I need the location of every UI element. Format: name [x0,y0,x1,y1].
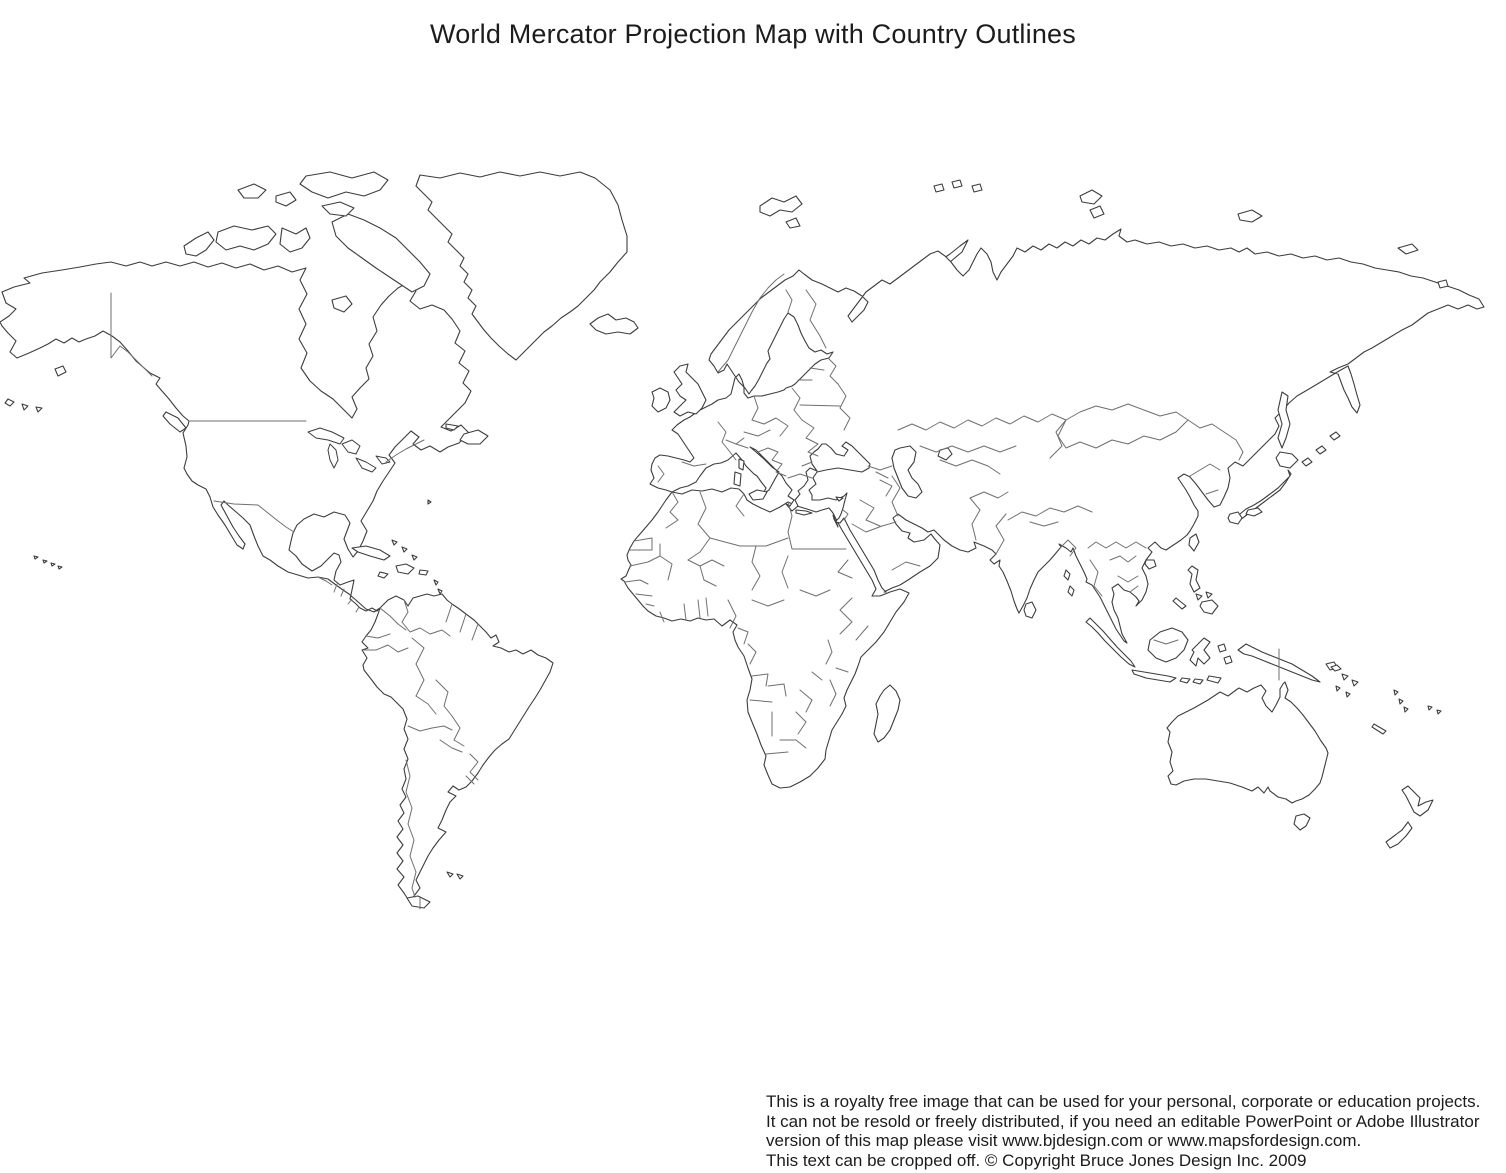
hawaii-islands [33,555,63,570]
indonesia-islands [1085,617,1359,687]
copyright-notice: This is a royalty free image that can be… [766,1092,1502,1170]
philippines [1172,565,1219,615]
pacific-islands [1330,279,1449,735]
copyright-line-2: It can not be resold or freely distribut… [766,1111,1480,1131]
south-america-outline [361,593,554,909]
page-title: World Mercator Projection Map with Count… [430,19,1076,50]
south-asia-islands [1023,569,1075,619]
north-america-outline [0,261,472,613]
greenland-outline [415,171,628,361]
copyright-line-3: version of this map please visit www.bjd… [766,1131,1362,1150]
madagascar-outline [873,684,901,743]
british-isles [651,363,707,417]
north-america-islands [162,411,489,505]
east-asia-islands [1144,391,1341,570]
caspian-aral-seas [891,445,953,499]
australia-outline [1166,681,1329,831]
copyright-line-4: This text can be cropped off. © Copyrigh… [766,1150,1307,1170]
iceland-outline [589,313,639,335]
great-lakes [307,427,391,473]
country-borders [110,273,1280,910]
new-zealand-outline [1385,785,1434,849]
canada-arctic-islands [183,171,431,313]
eurasia-outline [649,228,1485,644]
copyright-line-1: This is a royalty free image that can be… [766,1092,1481,1111]
mediterranean-islands [733,458,844,516]
